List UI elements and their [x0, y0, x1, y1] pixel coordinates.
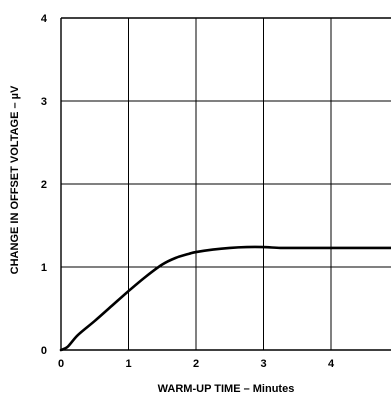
y-tick-label: 3	[41, 96, 47, 108]
y-axis-title: CHANGE IN OFFSET VOLTAGE – µV	[9, 85, 21, 274]
x-tick-label: 4	[328, 358, 335, 370]
y-tick-label: 1	[41, 262, 47, 274]
grid-lines	[61, 17, 391, 350]
x-tick-label: 1	[125, 358, 131, 370]
y-tick-label: 0	[41, 345, 47, 357]
x-tick-label: 0	[58, 358, 64, 370]
x-tick-labels: 012345	[58, 358, 335, 370]
x-tick-label: 2	[193, 358, 199, 370]
series-line-0	[59, 245, 391, 352]
plot-frame	[60, 17, 391, 351]
y-tick-labels: 0 1 2 3 4	[41, 13, 48, 357]
y-tick-label: 4	[41, 13, 48, 25]
data-series	[59, 245, 391, 352]
y-tick-label: 2	[41, 179, 47, 191]
x-axis-title: WARM-UP TIME – Minutes	[158, 383, 295, 395]
x-tick-label: 3	[260, 358, 266, 370]
